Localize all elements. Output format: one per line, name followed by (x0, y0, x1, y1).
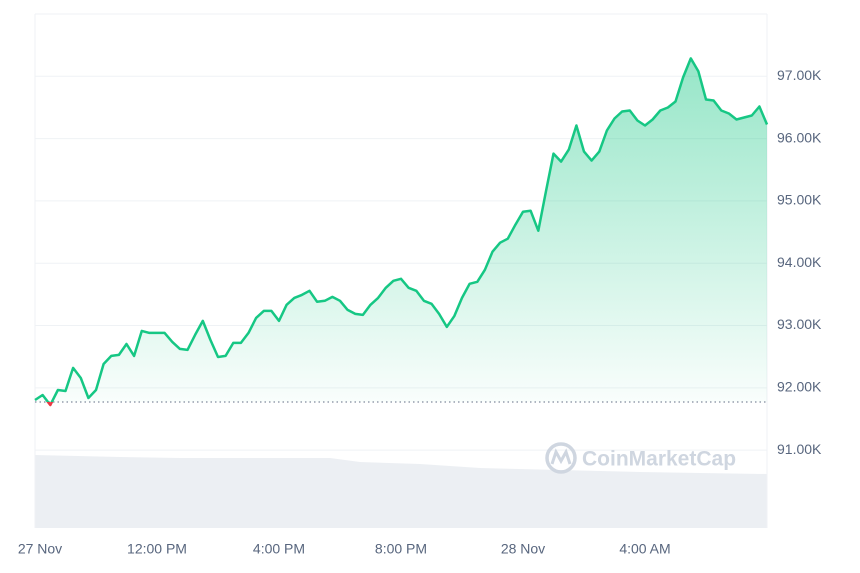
volume-area (35, 455, 767, 528)
x-tick-label: 27 Nov (18, 541, 62, 557)
y-tick-label: 96.00K (777, 129, 822, 145)
price-area (35, 58, 767, 403)
price-line (34, 57, 769, 403)
x-tick-label: 28 Nov (501, 541, 545, 557)
x-tick-label: 8:00 PM (375, 541, 427, 557)
y-tick-label: 91.00K (777, 441, 822, 457)
watermark-text: CoinMarketCap (582, 448, 736, 471)
x-tick-label: 4:00 AM (619, 541, 670, 557)
x-tick-label: 12:00 PM (127, 541, 187, 557)
x-tick-label: 4:00 PM (253, 541, 305, 557)
y-tick-label: 92.00K (777, 379, 822, 395)
watermark: CoinMarketCap (545, 442, 736, 474)
y-tick-label: 94.00K (777, 254, 822, 270)
y-tick-label: 93.00K (777, 316, 822, 332)
y-tick-label: 97.00K (777, 67, 822, 83)
y-tick-label: 95.00K (777, 192, 822, 208)
